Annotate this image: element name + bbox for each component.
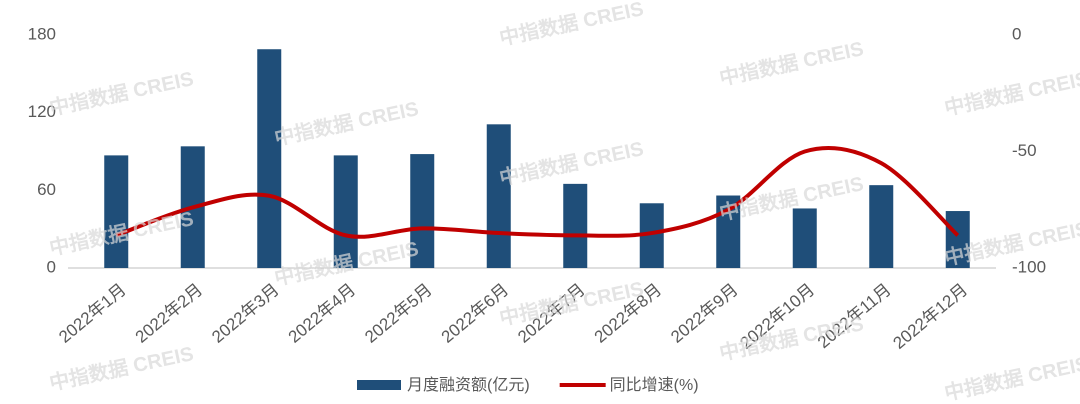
watermark: 中指数据 CREIS — [942, 66, 1080, 120]
bar — [104, 155, 129, 268]
legend-label: 同比增速(%) — [610, 376, 699, 394]
bar — [563, 183, 588, 268]
x-tick-label: 2022年1月 — [55, 280, 129, 347]
bar — [945, 211, 970, 268]
watermark: 中指数据 CREIS — [717, 311, 865, 365]
bar — [410, 154, 435, 268]
legend-label: 月度融资额(亿元) — [407, 376, 530, 394]
y2-tick-label: 0 — [1012, 24, 1021, 43]
bar — [869, 185, 894, 268]
y-tick-label: 60 — [37, 180, 56, 199]
x-tick-label: 2022年2月 — [132, 280, 206, 347]
watermark: 中指数据 CREIS — [497, 0, 645, 50]
watermark: 中指数据 CREIS — [717, 171, 865, 225]
y2-tick-label: -100 — [1012, 257, 1046, 276]
watermark: 中指数据 CREIS — [47, 66, 195, 120]
x-tick-label: 2022年4月 — [285, 280, 359, 347]
x-tick-label: 2022年9月 — [667, 280, 741, 347]
bar — [792, 208, 817, 268]
y-tick-label: 0 — [47, 257, 56, 276]
line — [115, 145, 960, 239]
legend-swatch — [357, 380, 401, 390]
watermark: 中指数据 CREIS — [717, 36, 865, 90]
y2-tick-label: -50 — [1012, 141, 1037, 160]
x-tick-label: 2022年3月 — [208, 280, 282, 347]
bar — [257, 49, 282, 268]
watermark: 中指数据 CREIS — [272, 96, 420, 150]
y-tick-label: 120 — [28, 102, 56, 121]
bar — [486, 124, 511, 268]
watermark: 中指数据 CREIS — [942, 351, 1080, 404]
y-tick-label: 180 — [28, 24, 56, 43]
watermark: 中指数据 CREIS — [497, 136, 645, 190]
x-tick-label: 2022年5月 — [361, 280, 435, 347]
watermark: 中指数据 CREIS — [47, 341, 195, 395]
x-tick-label: 2022年12月 — [889, 280, 971, 353]
bar — [333, 155, 358, 268]
